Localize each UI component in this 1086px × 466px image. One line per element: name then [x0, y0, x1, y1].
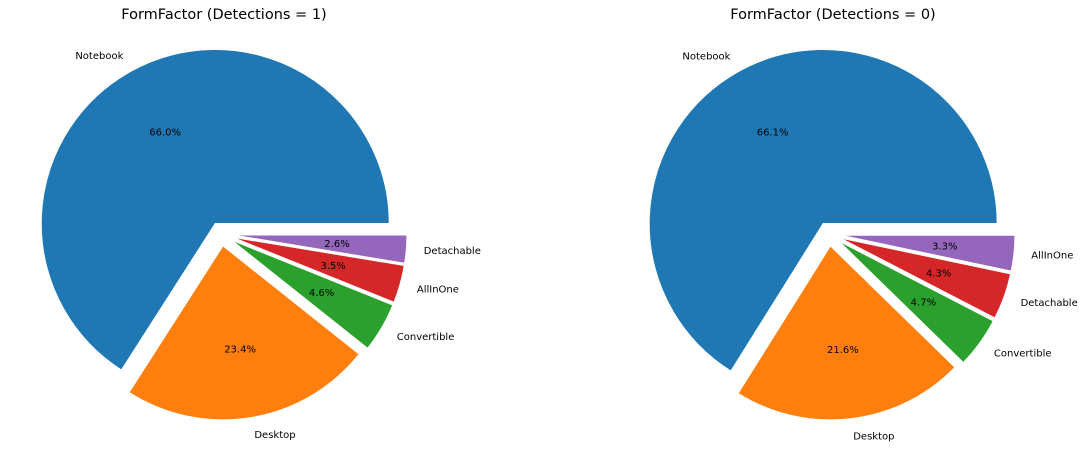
slice-label: Convertible [994, 349, 1052, 360]
slice-label: Desktop [254, 430, 295, 441]
slice-label: Desktop [853, 431, 894, 442]
slice-label: AllInOne [1031, 251, 1073, 262]
slice-percent-label: 66.1% [757, 128, 789, 139]
slice-label: Detachable [424, 246, 481, 257]
slice-percent-label: 4.6% [309, 288, 334, 299]
slice-percent-label: 4.7% [911, 298, 936, 309]
chart-title: FormFactor (Detections = 1) [121, 7, 326, 23]
pie-chart-detections-0: FormFactor (Detections = 0) Notebook 66.1… [648, 7, 1078, 442]
slice-percent-label: 23.4% [224, 344, 256, 355]
pie-slice-allinone [840, 234, 1016, 272]
slice-label: Notebook [682, 52, 730, 63]
pie-slice-notebook [648, 49, 998, 372]
pie-slice-desktop [128, 245, 360, 421]
slice-percent-label: 66.0% [149, 127, 181, 138]
pie-slice-detachable [840, 237, 1012, 319]
pie-slice-desktop [737, 245, 956, 421]
slice-label: Notebook [75, 51, 123, 62]
pie-slice-convertible [838, 240, 994, 364]
pie-slice-notebook [40, 48, 390, 371]
pie-slice-convertible [231, 239, 394, 350]
slice-label: Convertible [397, 332, 455, 343]
pie-slice-detachable [232, 234, 408, 264]
slice-percent-label: 3.3% [932, 242, 957, 253]
pie-chart-detections-1: FormFactor (Detections = 1) Notebook 66.0… [40, 7, 481, 441]
slice-percent-label: 21.6% [827, 345, 859, 356]
slice-percent-label: 3.5% [320, 261, 345, 272]
pie-slice-allinone [232, 236, 405, 303]
chart-title: FormFactor (Detections = 0) [730, 7, 935, 23]
slice-percent-label: 2.6% [324, 239, 349, 250]
slice-percent-label: 4.3% [926, 269, 951, 280]
slice-label: Detachable [1021, 298, 1078, 309]
slice-label: AllInOne [417, 284, 459, 295]
